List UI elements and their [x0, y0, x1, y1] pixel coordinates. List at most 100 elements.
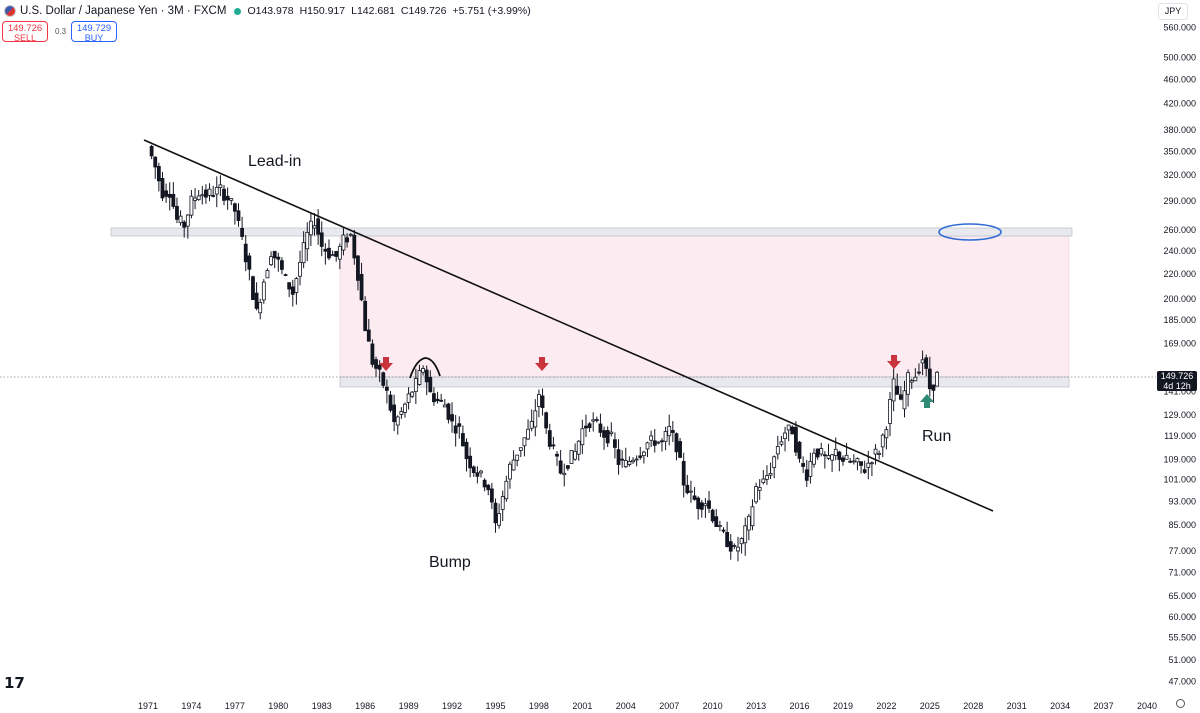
- y-tick-label: 141.000: [1163, 386, 1196, 396]
- candle-body: [308, 220, 313, 236]
- candle-body: [710, 509, 715, 522]
- candle-body: [214, 187, 219, 195]
- candle-body: [377, 364, 382, 370]
- candle-body: [587, 423, 592, 429]
- y-tick-label: 109.000: [1163, 454, 1196, 464]
- market-status-dot-icon: [234, 7, 242, 15]
- candle-body: [555, 453, 559, 457]
- y-tick-label: 93.000: [1168, 496, 1196, 506]
- candle-body: [225, 195, 230, 201]
- candle-body: [428, 377, 433, 393]
- candle-body: [645, 442, 650, 450]
- y-tick-label: 185.000: [1163, 315, 1196, 325]
- candle-body: [877, 453, 882, 455]
- candle-body: [240, 227, 245, 237]
- x-tick-label: 2001: [572, 701, 592, 711]
- x-tick-label: 1974: [181, 701, 201, 711]
- sell-label: SELL: [13, 33, 37, 43]
- candle-body: [261, 281, 266, 301]
- candle-body: [272, 250, 277, 259]
- candle-body: [537, 394, 541, 407]
- candle-body: [153, 156, 158, 168]
- candle-body: [500, 496, 505, 510]
- candle-body: [699, 502, 704, 510]
- candle-body: [565, 465, 570, 469]
- candle-body: [844, 454, 849, 460]
- upper-band: [110, 227, 1073, 237]
- candle-body: [352, 234, 357, 259]
- candle-body: [602, 430, 606, 438]
- y-tick-label: 47.000: [1168, 676, 1196, 686]
- candle-body: [359, 274, 364, 301]
- currency-button[interactable]: JPY: [1158, 3, 1188, 20]
- candle-body: [193, 197, 197, 201]
- tradingview-logo-icon[interactable]: 17: [4, 674, 25, 692]
- sell-button[interactable]: 149.726 SELL: [2, 21, 48, 43]
- y-tick-label: 60.000: [1168, 612, 1196, 622]
- candle-body: [432, 393, 436, 403]
- candle-body: [222, 188, 226, 201]
- candle-body: [399, 411, 404, 415]
- candle-body: [196, 195, 201, 201]
- candle-body: [453, 425, 458, 434]
- y-tick-label: 380.000: [1163, 125, 1196, 135]
- candle-body: [319, 232, 324, 247]
- candle-body: [725, 532, 730, 547]
- candle-body: [356, 255, 360, 281]
- candle-body: [779, 441, 784, 445]
- y-tick-label: 77.000: [1168, 546, 1196, 556]
- candle-body: [497, 513, 501, 526]
- green-arrow-marker: [920, 394, 934, 408]
- candle-body: [851, 460, 856, 463]
- candle-body: [167, 193, 172, 198]
- candle-body: [171, 193, 176, 207]
- symbol-title[interactable]: U.S. Dollar / Japanese Yen · 3M · FXCM: [20, 5, 227, 17]
- candle-body: [743, 525, 748, 544]
- candle-body: [276, 256, 281, 260]
- candle-body: [511, 459, 516, 471]
- x-tick-label: 1971: [138, 701, 158, 711]
- candle-body: [848, 460, 853, 463]
- red-arrow-marker: [535, 357, 549, 371]
- candle-body: [707, 500, 711, 509]
- x-tick-label: 2019: [833, 701, 853, 711]
- candle-body: [211, 195, 216, 197]
- candle-body: [381, 372, 386, 386]
- candle-body: [786, 424, 791, 431]
- candle-body: [439, 399, 444, 402]
- candle-body: [841, 457, 845, 462]
- candle-body: [808, 461, 813, 477]
- candle-body: [280, 260, 284, 270]
- settings-gear-icon[interactable]: [1176, 699, 1185, 708]
- candle-body: [229, 198, 234, 201]
- candle-body: [247, 255, 252, 270]
- y-tick-label: 71.000: [1168, 567, 1196, 577]
- y-tick-label: 320.000: [1163, 170, 1196, 180]
- trendline[interactable]: [143, 139, 994, 512]
- candle-body: [475, 472, 480, 477]
- candle-body: [609, 431, 614, 435]
- candle-body: [482, 479, 487, 488]
- candle-body: [533, 410, 538, 428]
- buy-button[interactable]: 149.729 BUY: [71, 21, 117, 43]
- candle-body: [692, 495, 697, 500]
- candle-body: [613, 439, 617, 448]
- candle-body: [464, 441, 469, 460]
- candle-body: [870, 462, 874, 465]
- candle-body: [623, 460, 628, 468]
- candle-body: [667, 425, 672, 437]
- candle-body: [721, 529, 726, 532]
- candle-body: [258, 302, 263, 314]
- candle-body: [493, 502, 498, 524]
- candle-body: [479, 470, 483, 474]
- candle-body: [898, 394, 903, 400]
- y-tick-label: 260.000: [1163, 225, 1196, 235]
- candle-body: [417, 370, 422, 385]
- candle-body: [866, 462, 871, 468]
- candle-body: [783, 432, 787, 440]
- candle-body: [696, 497, 701, 510]
- candle-body: [374, 359, 378, 369]
- candle-body: [269, 256, 273, 266]
- candle-body: [218, 184, 223, 188]
